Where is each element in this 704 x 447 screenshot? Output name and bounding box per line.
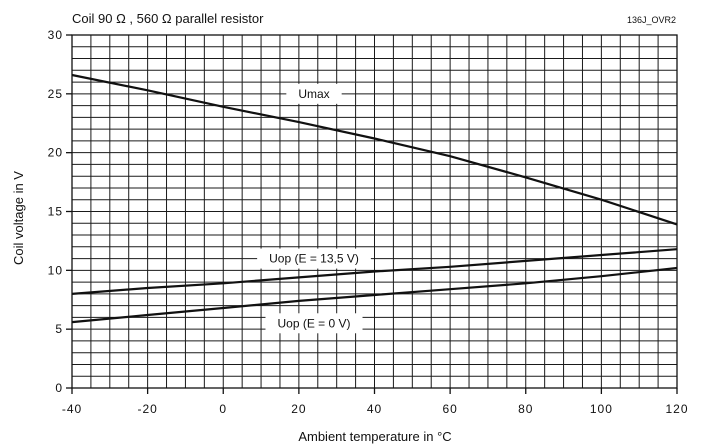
x-tick-label: -20: [137, 402, 157, 416]
annotation-box: [257, 248, 371, 269]
y-tick-label: 30: [48, 28, 63, 42]
x-tick-label: -40: [62, 402, 82, 416]
series-line-1: [71, 73, 678, 226]
annotation-box: [286, 83, 342, 104]
y-tick-label: 25: [48, 87, 63, 101]
x-tick-label: 100: [590, 402, 613, 416]
series-line-3: [71, 266, 678, 324]
annotation-label: Uop (E = 0 V): [277, 316, 350, 330]
series-annotation: Uop (E = 0 V): [265, 313, 363, 334]
x-tick-label: 80: [518, 402, 533, 416]
annotation-label: Umax: [298, 87, 329, 101]
y-tick-label: 15: [48, 205, 63, 219]
x-tick-label: 0: [219, 402, 227, 416]
series-annotation: Umax: [286, 83, 342, 104]
series-lines: [71, 73, 678, 324]
x-tick-label: 120: [665, 402, 688, 416]
series-line-2: [71, 248, 678, 295]
annotation-label: Uop (E = 13,5 V): [269, 252, 359, 266]
x-tick-label: 40: [367, 402, 382, 416]
x-tick-label: 60: [442, 402, 457, 416]
annotation-box: [265, 313, 363, 334]
grid: [71, 34, 678, 389]
series-annotation: Uop (E = 13,5 V): [257, 248, 371, 269]
y-tick-label: 20: [48, 146, 63, 160]
chart-title: Coil 90 Ω , 560 Ω parallel resistor: [72, 11, 264, 26]
chart-reference: 136J_OVR2: [627, 15, 676, 25]
y-axis-label: Coil voltage in V: [11, 171, 26, 265]
annotations: Umax Uop (E = 13,5 V) Uop (E = 0 V): [257, 83, 371, 334]
x-tick-label: 20: [291, 402, 306, 416]
y-tick-label: 5: [55, 322, 63, 336]
tick-labels: -40 -20 0 20 40 60 80 100 120 0 5 10 15 20 25 30: [48, 28, 688, 416]
y-tick-label: 10: [48, 263, 63, 277]
x-axis-label: Ambient temperature in °C: [298, 429, 451, 444]
y-tick-label: 0: [55, 381, 63, 395]
